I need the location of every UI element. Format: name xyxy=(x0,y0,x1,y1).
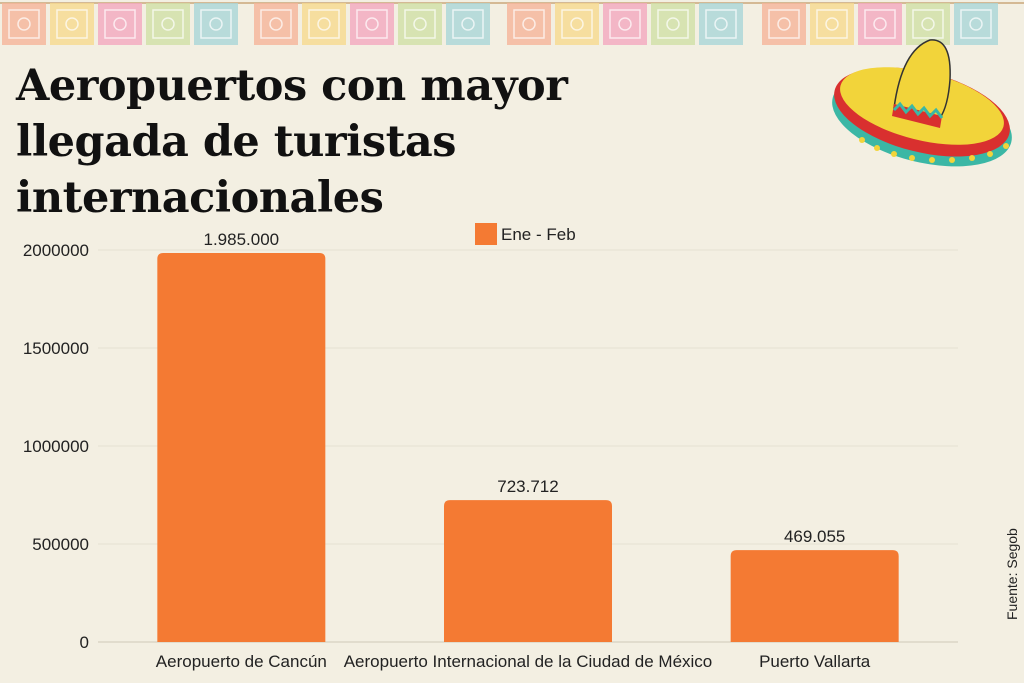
papel-picado-flag xyxy=(555,3,599,45)
y-tick-label: 1500000 xyxy=(23,339,89,358)
papel-picado-flag xyxy=(699,3,743,45)
source-note: Fuente: Segob xyxy=(1004,528,1020,620)
papel-picado-flag xyxy=(254,3,298,45)
y-tick-label: 1000000 xyxy=(23,437,89,456)
data-label: 1.985.000 xyxy=(204,230,280,249)
papel-picado-flag xyxy=(906,3,950,45)
y-tick-label: 500000 xyxy=(32,535,89,554)
papel-picado-flag xyxy=(98,3,142,45)
papel-picado-flag xyxy=(350,3,394,45)
data-label: 469.055 xyxy=(784,527,845,546)
papel-picado-flag xyxy=(858,3,902,45)
papel-picado-flag xyxy=(398,3,442,45)
x-tick-label: Puerto Vallarta xyxy=(759,652,871,671)
y-tick-label: 2000000 xyxy=(23,241,89,260)
bar xyxy=(157,252,326,642)
papel-picado-flag xyxy=(2,3,46,45)
bar xyxy=(730,550,899,642)
papel-picado-flag xyxy=(50,3,94,45)
legend-swatch xyxy=(475,223,497,245)
bar-chart: 0 500000 1000000 1500000 2000000 Aeropuerto … xyxy=(23,223,958,671)
y-tick-label: 0 xyxy=(80,633,89,652)
legend-label: Ene - Feb xyxy=(501,225,576,244)
papel-picado-flag xyxy=(194,3,238,45)
sombrero-icon xyxy=(832,39,1012,167)
papel-picado-flag xyxy=(446,3,490,45)
papel-picado-flag xyxy=(302,3,346,45)
papel-picado-flag xyxy=(954,3,998,45)
papel-picado-flag xyxy=(762,3,806,45)
papel-picado-flag xyxy=(810,3,854,45)
papel-picado-flag xyxy=(651,3,695,45)
papel-picado-flag xyxy=(603,3,647,45)
papel-picado-banner xyxy=(0,2,1024,45)
x-tick-label: Aeropuerto Internacional de la Ciudad de… xyxy=(344,652,713,671)
bar xyxy=(444,500,612,642)
page-title: Aeropuertos con mayor llegada de turista… xyxy=(16,61,568,223)
papel-picado-flag xyxy=(507,3,551,45)
x-tick-label: Aeropuerto de Cancún xyxy=(156,652,327,671)
data-label: 723.712 xyxy=(497,477,558,496)
papel-picado-flag xyxy=(146,3,190,45)
